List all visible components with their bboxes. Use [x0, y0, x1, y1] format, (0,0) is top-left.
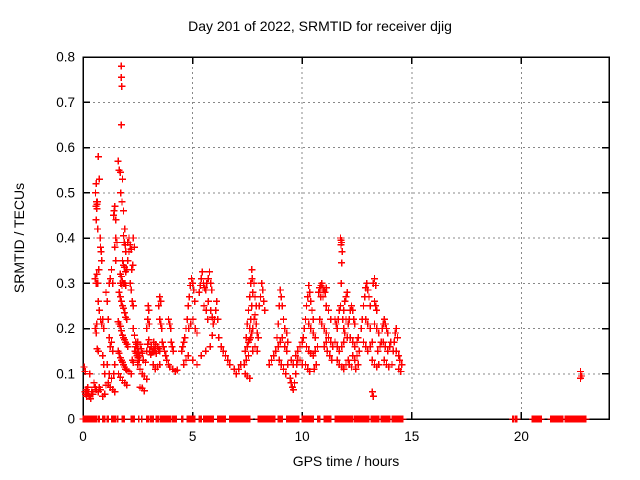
y-tick-label-0.3: 0.3 — [56, 276, 75, 291]
data-points — [79, 62, 590, 423]
x-tick-label-10: 10 — [295, 429, 310, 444]
grid-path — [83, 57, 609, 419]
y-tick-label-0.8: 0.8 — [56, 50, 75, 65]
y-tick-label-0.1: 0.1 — [56, 366, 75, 381]
tick-labels: 0 0.1 0.2 0.3 0.4 0.5 0.6 0.7 0.8 0 5 10 15 20 — [56, 50, 529, 445]
y-tick-label-0.6: 0.6 — [56, 140, 75, 155]
x-axis-label: GPS time / hours — [293, 453, 400, 469]
y-tick-label-0.5: 0.5 — [56, 185, 75, 200]
x-tick-label-15: 15 — [404, 429, 419, 444]
y-tick-label-0: 0 — [67, 412, 75, 427]
y-tick-label-0.7: 0.7 — [56, 95, 75, 110]
chart-title: Day 201 of 2022, SRMTID for receiver dji… — [188, 18, 452, 34]
srmtid-plus-markers — [79, 62, 590, 423]
y-tick-label-0.2: 0.2 — [56, 321, 75, 336]
x-tick-label-20: 20 — [514, 429, 529, 444]
y-tick-label-0.4: 0.4 — [56, 231, 75, 246]
x-tick-label-5: 5 — [189, 429, 197, 444]
y-axis-label: SRMTID / TECUs — [11, 183, 27, 293]
x-tick-label-0: 0 — [79, 429, 87, 444]
gridlines — [83, 57, 609, 419]
